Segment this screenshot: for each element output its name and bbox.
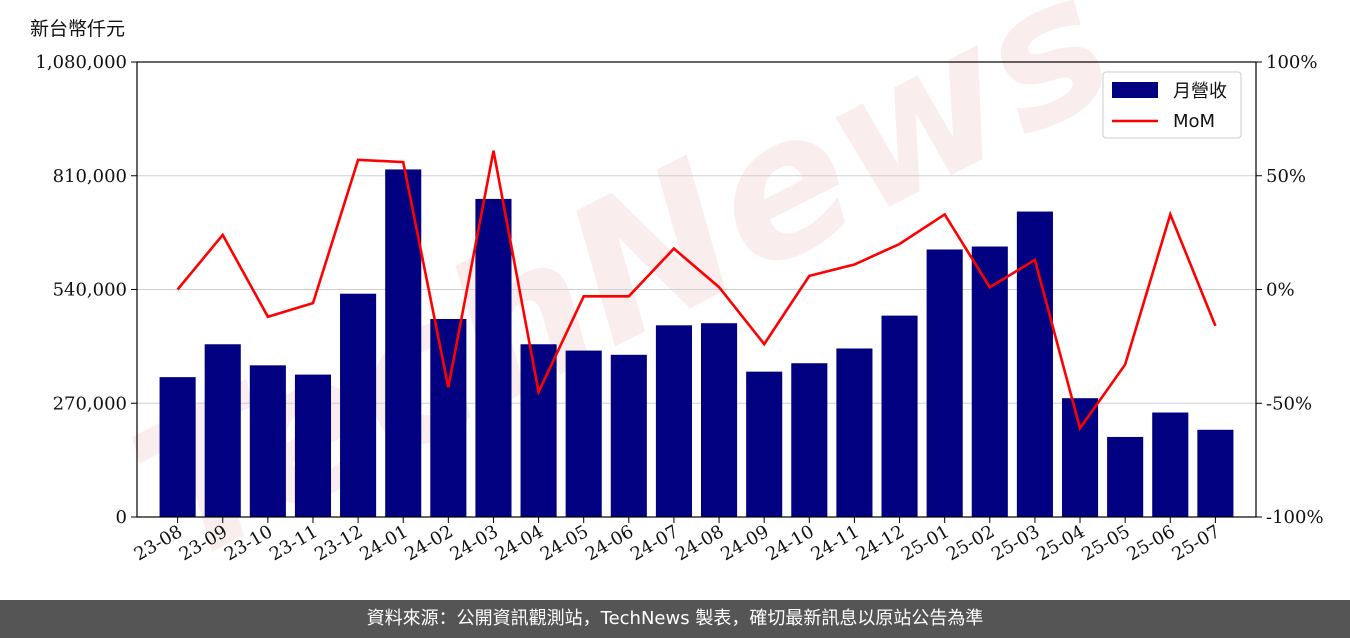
source-footer: 資料來源：公開資訊觀測站，TechNews 製表，確切最新訊息以原站公告為準 xyxy=(0,600,1350,638)
x-tick-label: 25-03 xyxy=(988,521,1043,565)
mom-line xyxy=(176,150,1217,432)
x-tick-label: 24-06 xyxy=(582,521,637,565)
legend-bar-swatch xyxy=(1112,82,1158,98)
x-tick-label: 24-07 xyxy=(627,521,682,565)
x-tick-label: 25-02 xyxy=(943,521,998,565)
y-left-tick-label: 1,080,000 xyxy=(35,52,127,73)
y-left-tick-label: 270,000 xyxy=(53,393,127,414)
bar-23-11 xyxy=(294,374,332,517)
bar-24-04 xyxy=(520,344,557,517)
legend-label-mom: MoM xyxy=(1173,111,1215,132)
y-right-tick-label: 0% xyxy=(1266,280,1295,301)
x-tick-label: 24-05 xyxy=(537,521,592,565)
bar-24-07 xyxy=(655,325,692,517)
bar-25-01 xyxy=(926,249,963,517)
bar-23-10 xyxy=(249,365,286,517)
y-right-tick-label: -100% xyxy=(1266,507,1324,528)
bar-24-08 xyxy=(701,323,738,517)
bar-24-02 xyxy=(430,318,467,517)
bar-24-09 xyxy=(746,371,783,517)
bar-24-03 xyxy=(475,198,512,517)
x-tick-label: 24-02 xyxy=(401,521,456,565)
y-left-tick-label: 0 xyxy=(116,507,127,528)
bar-25-07 xyxy=(1197,429,1234,517)
x-tick-label: 25-05 xyxy=(1078,521,1133,565)
y-right-tick-label: 100% xyxy=(1266,52,1317,73)
y-left-tick-label: 540,000 xyxy=(53,280,127,301)
x-tick-label: 25-01 xyxy=(898,521,953,565)
x-tick-label: 25-06 xyxy=(1123,521,1178,565)
bar-25-02 xyxy=(971,246,1008,517)
bar-24-11 xyxy=(836,348,873,517)
x-tick-label: 24-01 xyxy=(356,521,411,565)
x-tick-label: 24-08 xyxy=(672,521,727,565)
bar-23-09 xyxy=(204,344,241,517)
bar-24-10 xyxy=(791,363,828,517)
plot-frame xyxy=(136,61,1257,518)
bar-24-12 xyxy=(881,315,918,517)
y-right-tick-label: 50% xyxy=(1266,166,1306,187)
bar-25-05 xyxy=(1107,436,1144,517)
bar-24-05 xyxy=(565,350,602,517)
x-tick-label: 24-04 xyxy=(492,521,547,565)
revenue-chart: TechNews 0270,000540,000810,0001,080,000… xyxy=(35,0,1324,600)
x-tick-label: 24-10 xyxy=(762,521,817,565)
bar-25-03 xyxy=(1016,211,1053,517)
x-tick-label: 24-03 xyxy=(447,521,502,565)
bar-25-06 xyxy=(1152,412,1189,517)
y-right-tick-label: -50% xyxy=(1266,393,1312,414)
y-axis-unit-label: 新台幣仟元 xyxy=(30,18,126,40)
y-left-tick-label: 810,000 xyxy=(53,166,127,187)
x-tick-label: 24-12 xyxy=(853,521,908,565)
x-tick-label: 24-09 xyxy=(717,521,772,565)
legend-label-revenue: 月營收 xyxy=(1173,81,1227,102)
bar-23-08 xyxy=(159,377,196,517)
bar-25-04 xyxy=(1061,398,1099,517)
x-tick-label: 24-11 xyxy=(807,521,862,565)
x-tick-label: 25-04 xyxy=(1033,521,1088,565)
bar-23-12 xyxy=(340,293,377,517)
x-tick-label: 25-07 xyxy=(1168,521,1223,565)
source-footer-text: 資料來源：公開資訊觀測站，TechNews 製表，確切最新訊息以原站公告為準 xyxy=(366,608,984,629)
bar-24-06 xyxy=(610,354,647,517)
